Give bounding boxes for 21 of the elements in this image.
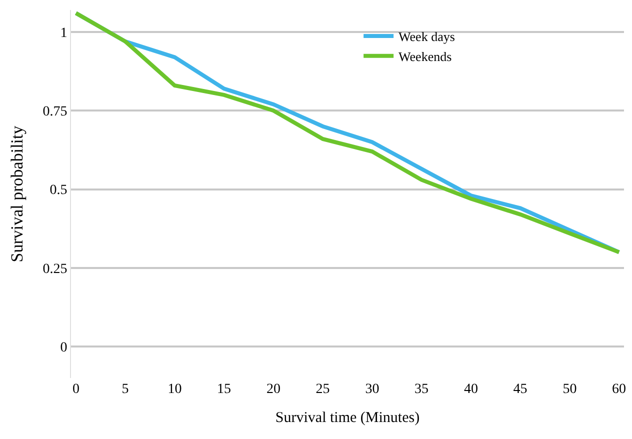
y-tick-label: 0.25 — [42, 262, 68, 277]
x-tick-label: 20 — [266, 382, 280, 397]
legend-label: Weekends — [398, 48, 452, 64]
x-tick-label: 35 — [414, 382, 429, 397]
x-tick-label: 10 — [168, 382, 182, 397]
x-tick-label: 25 — [316, 382, 330, 397]
y-axis-title: Survival probability — [7, 125, 26, 262]
x-axis-title: Survival time (Minutes) — [275, 410, 420, 426]
y-tick-label: 0 — [60, 340, 68, 356]
x-tick-label: 40 — [464, 382, 478, 397]
legend-label: Week days — [398, 29, 455, 44]
x-tick-label: 45 — [513, 382, 528, 397]
y-tick-label: 1 — [60, 26, 68, 41]
x-tick-label: 60 — [612, 382, 626, 397]
y-tick-label: 0.75 — [42, 104, 68, 120]
x-tick-label: 50 — [562, 382, 577, 397]
x-tick-label: 30 — [365, 382, 380, 397]
x-tick-label: 15 — [217, 382, 232, 397]
y-tick-label: 0.5 — [50, 183, 68, 198]
x-tick-label: 5 — [122, 382, 129, 397]
x-tick-label: 0 — [72, 382, 80, 397]
